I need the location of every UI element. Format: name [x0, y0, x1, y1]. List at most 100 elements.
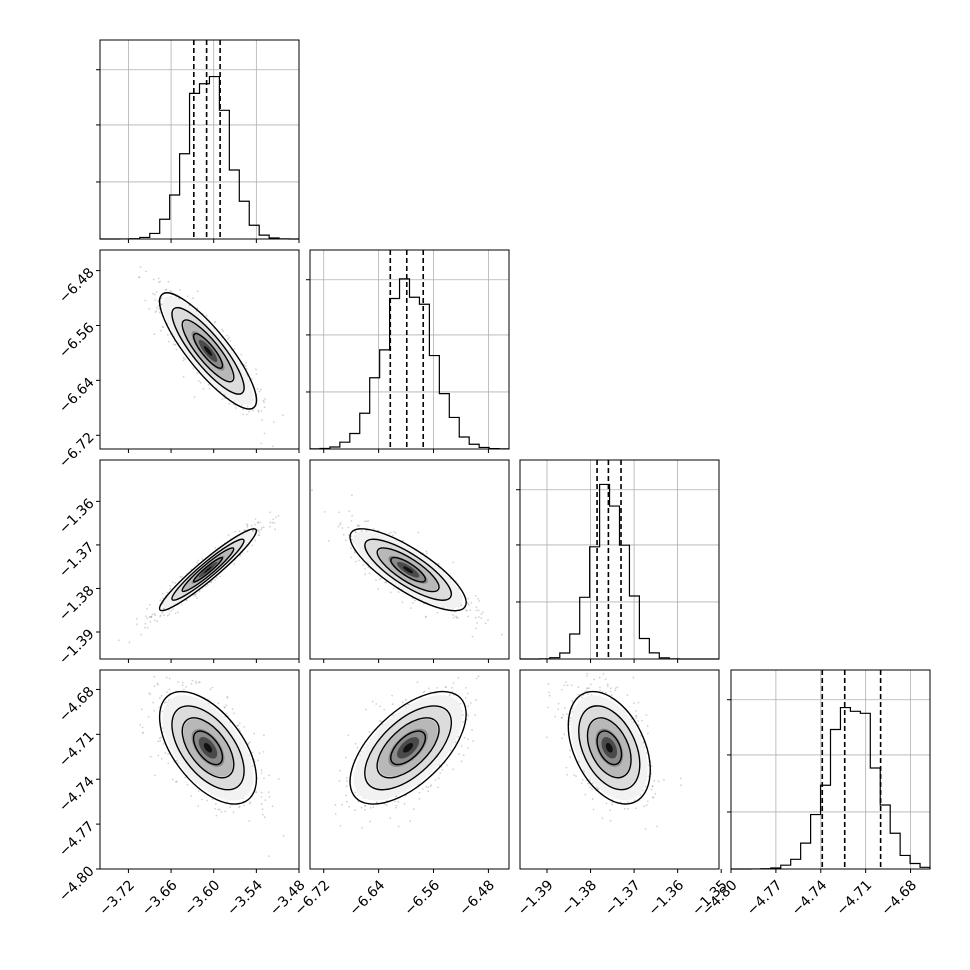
scatter-point [159, 666, 161, 668]
scatter-point [185, 686, 188, 688]
scatter-point [369, 820, 372, 823]
scatter-point [148, 307, 151, 310]
scatter-point [139, 723, 142, 726]
scatter-point [169, 289, 172, 292]
scatter-point [425, 550, 428, 553]
histogram-step [519, 483, 719, 660]
scatter-point [465, 687, 467, 689]
hist-frame-p1 [99, 39, 300, 240]
scatter-point [338, 780, 341, 782]
scatter-point [145, 270, 147, 273]
scatter-point [237, 724, 240, 727]
scatter-point [392, 534, 394, 537]
scatter-point [236, 724, 239, 727]
scatter-point [226, 334, 229, 337]
scatter-point [225, 704, 228, 707]
scatter-point [467, 705, 470, 708]
scatter-point [378, 578, 381, 581]
scatter-point [397, 800, 400, 803]
scatter-point [264, 398, 266, 400]
contour-line [192, 332, 224, 369]
scatter-point [418, 791, 421, 794]
scatter-point [566, 773, 569, 776]
scatter-point [136, 623, 138, 626]
scatter-point [274, 516, 277, 518]
scatter-point [147, 716, 150, 718]
scatter-point [245, 365, 247, 368]
scatter-point [145, 615, 148, 618]
scatter-point [183, 688, 185, 691]
scatter-point [465, 609, 467, 612]
scatter-point [140, 708, 143, 711]
scatter-point [263, 401, 265, 403]
scatter-point [174, 582, 177, 584]
scatter-point [369, 806, 372, 809]
scatter-point [571, 707, 574, 710]
scatter-point [224, 810, 227, 813]
scatter-point [480, 613, 483, 616]
scatter-point [181, 684, 184, 686]
scatter-point [260, 527, 263, 529]
scatter-point [457, 676, 460, 679]
scatter-point [263, 816, 266, 819]
scatter-point [175, 348, 178, 351]
scatter-point [233, 712, 235, 715]
scatter-point [338, 511, 341, 514]
scatter-point [452, 616, 455, 619]
scatter-point [311, 489, 313, 492]
scatter-point [391, 694, 393, 697]
scatter-point [654, 792, 657, 795]
scatter-point [475, 699, 477, 702]
scatter-point [263, 777, 265, 780]
density-layer [311, 489, 503, 638]
scatter-point [341, 527, 344, 529]
scatter-point [344, 539, 347, 542]
scatter-point [641, 719, 643, 722]
scatter-point [177, 611, 179, 614]
scatter-point [159, 599, 162, 602]
scatter-point [368, 730, 371, 733]
scatter-point [182, 359, 185, 362]
scatter-point [248, 410, 250, 413]
scatter-point [153, 709, 156, 712]
scatter-point [379, 705, 381, 708]
scatter-point [501, 633, 503, 636]
scatter-point [401, 601, 404, 604]
scatter-point [354, 531, 357, 534]
scatter-point [395, 806, 397, 809]
scatter-point [155, 310, 158, 312]
scatter-point [471, 729, 473, 731]
hist-frame-p4 [730, 669, 931, 870]
scatter-point [163, 701, 166, 704]
scatter-point [583, 771, 586, 773]
scatter-point [467, 747, 469, 749]
scatter-point [341, 803, 343, 806]
scatter-point [246, 413, 248, 416]
scatter-point [172, 343, 175, 346]
scatter-point [199, 381, 202, 384]
scatter-point [190, 795, 193, 797]
scatter-point [245, 523, 248, 526]
scatter-point [135, 618, 138, 620]
contour-line [181, 319, 235, 383]
scatter-point [216, 577, 218, 579]
scatter-point [445, 686, 448, 689]
scatter-point [334, 803, 337, 806]
scatter-point [271, 445, 274, 448]
scatter-point [258, 534, 260, 537]
scatter-point [254, 523, 256, 526]
scatter-point [170, 290, 173, 293]
scatter-point [260, 796, 263, 798]
scatter-point [452, 614, 454, 616]
scatter-point [401, 701, 404, 703]
joint-frame-p2-p4 [309, 669, 510, 870]
contour-line [192, 556, 224, 583]
scatter-point [632, 676, 635, 679]
hist-panel-p2 [306, 250, 510, 450]
scatter-point [554, 715, 556, 718]
scatter-point [337, 525, 340, 528]
scatter-point [652, 796, 654, 798]
scatter-point [138, 276, 140, 278]
scatter-point [271, 805, 274, 808]
scatter-point [394, 800, 396, 803]
